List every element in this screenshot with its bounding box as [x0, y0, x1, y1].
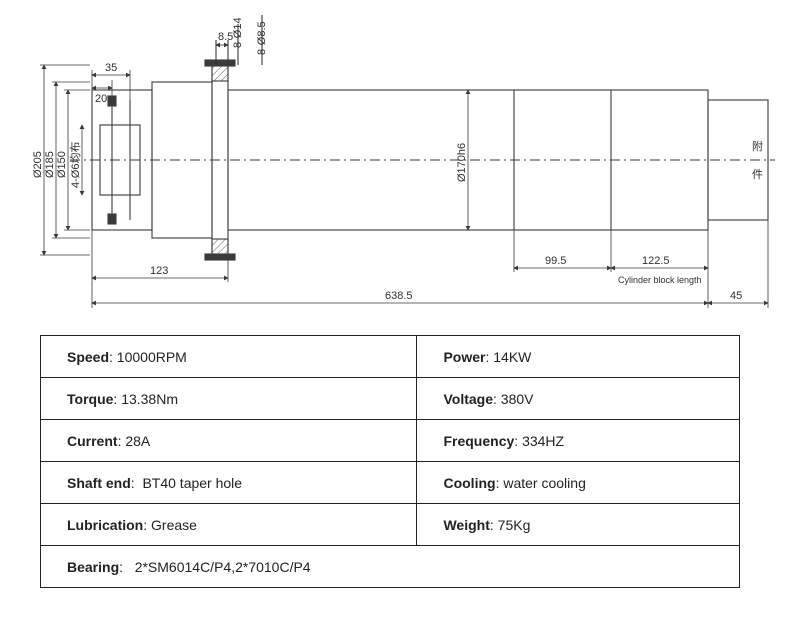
dim-dia185: Ø185 [44, 151, 56, 178]
dim-phi6: 4-Ø6均布 [69, 142, 82, 188]
dim-20: 20 [95, 93, 107, 105]
dim-phi8-5: 8-Ø8.5 [256, 21, 268, 55]
attach-label-2: 件 [752, 168, 763, 181]
dim-122-5: 122.5 [642, 255, 670, 267]
engineering-drawing: 123 99.5 122.5 638.5 45 Cylinder block l… [30, 10, 790, 315]
spec-cell-right: Power: 14KW [417, 336, 740, 378]
spec-table: Speed: 10000RPM Power: 14KW Torque: 13.3… [40, 335, 740, 588]
cyl-block-label: Cylinder block length [618, 275, 702, 285]
dim-35: 35 [105, 62, 117, 74]
dim-dia205: Ø205 [32, 151, 44, 178]
spec-cell-left: Lubrication: Grease [41, 504, 417, 546]
spec-cell-left: Torque: 13.38Nm [41, 378, 417, 420]
spec-row: Torque: 13.38Nm Voltage: 380V [41, 378, 740, 420]
dim-99-5: 99.5 [545, 255, 566, 267]
spec-cell-right: Cooling: water cooling [417, 462, 740, 504]
dim-dia150: Ø150 [56, 151, 68, 178]
dim-8-5: 8.5 [218, 31, 233, 43]
spec-row: Current: 28A Frequency: 334HZ [41, 420, 740, 462]
spec-cell-bearing: Bearing: 2*SM6014C/P4,2*7010C/P4 [41, 546, 740, 588]
spec-row: Shaft end: BT40 taper hole Cooling: wate… [41, 462, 740, 504]
dim-123: 123 [150, 265, 168, 277]
spec-cell-left: Speed: 10000RPM [41, 336, 417, 378]
spec-cell-right: Weight: 75Kg [417, 504, 740, 546]
spec-cell-right: Frequency: 334HZ [417, 420, 740, 462]
attach-label-1: 附 [752, 139, 763, 153]
dim-638-5: 638.5 [385, 290, 413, 302]
spec-row-bearing: Bearing: 2*SM6014C/P4,2*7010C/P4 [41, 546, 740, 588]
dim-45: 45 [730, 290, 742, 302]
dim-dia170: Ø170h6 [456, 143, 468, 182]
spec-row: Lubrication: Grease Weight: 75Kg [41, 504, 740, 546]
spec-cell-left: Shaft end: BT40 taper hole [41, 462, 417, 504]
dim-phi14: 8-Ø14 [232, 17, 244, 48]
spec-cell-right: Voltage: 380V [417, 378, 740, 420]
spec-cell-left: Current: 28A [41, 420, 417, 462]
spec-row: Speed: 10000RPM Power: 14KW [41, 336, 740, 378]
